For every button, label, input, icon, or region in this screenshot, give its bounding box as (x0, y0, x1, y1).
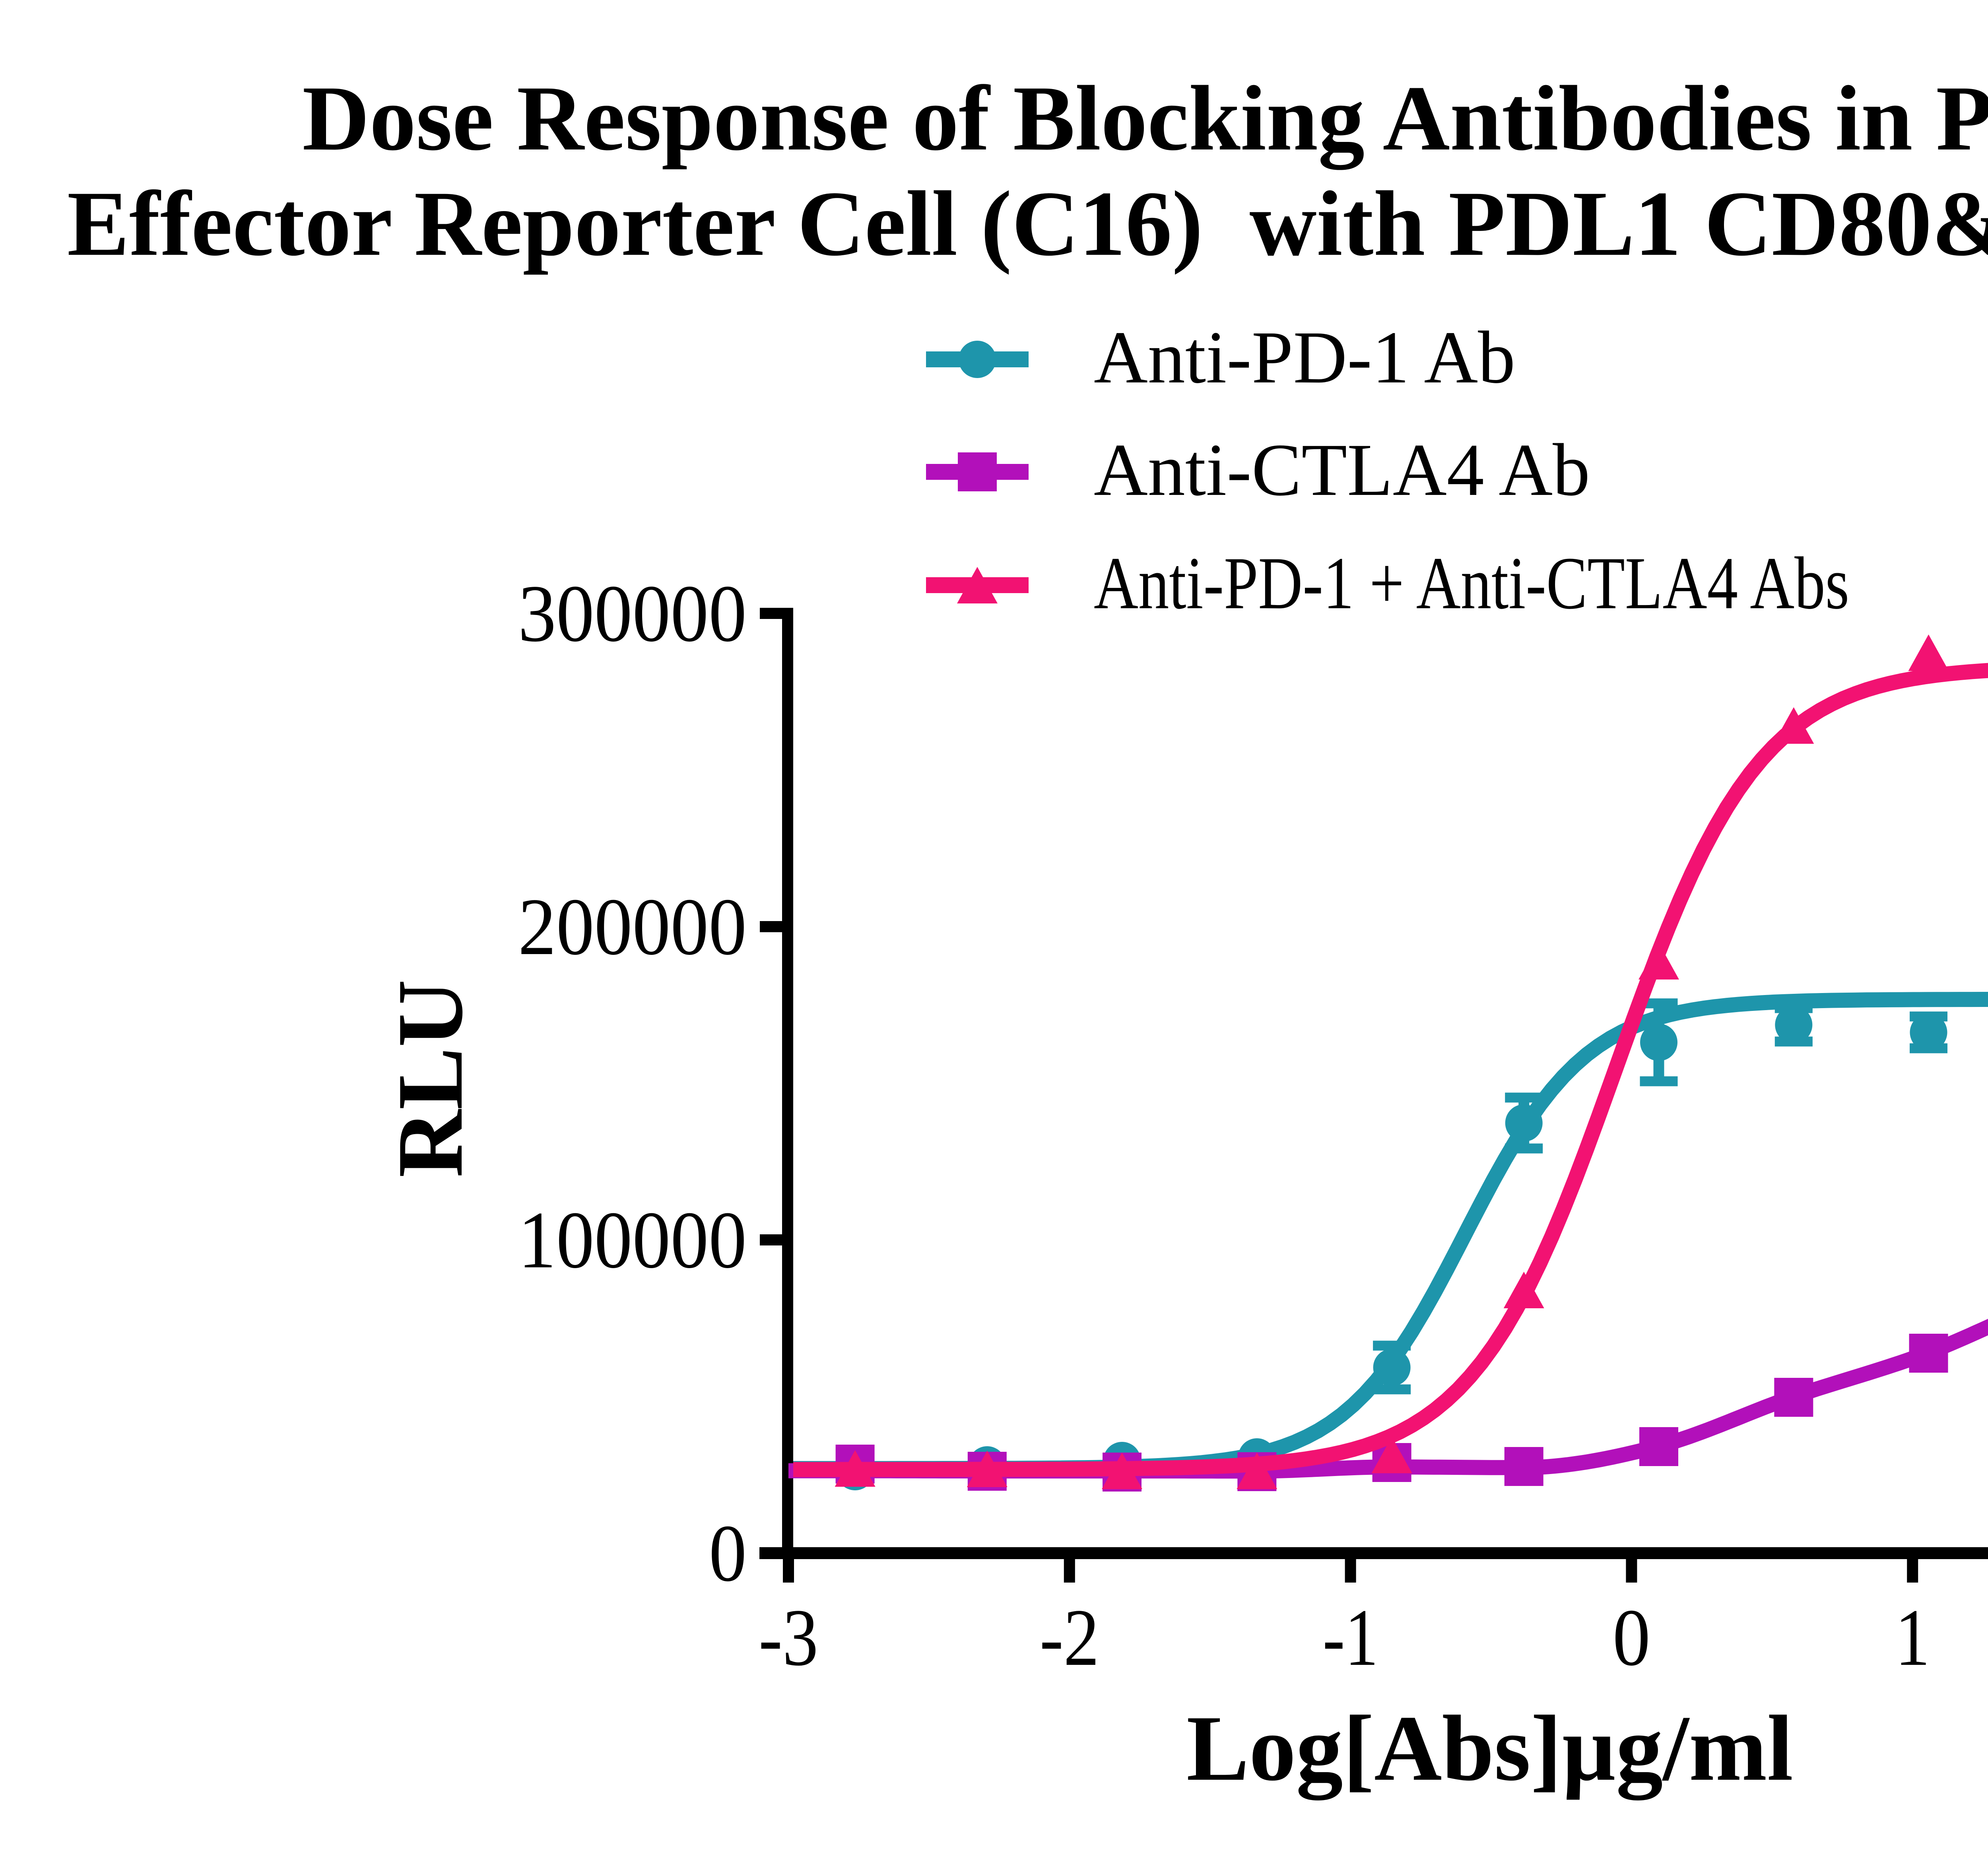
svg-text:Dose Response of Blocking Anti: Dose Response of Blocking Antibodies in … (302, 66, 1988, 170)
svg-text:-3: -3 (759, 1593, 818, 1683)
svg-text:0: 0 (1613, 1593, 1650, 1683)
svg-text:Anti-PD-1 Ab: Anti-PD-1 Ab (1094, 316, 1515, 399)
svg-text:-2: -2 (1040, 1593, 1099, 1683)
svg-text:-1: -1 (1323, 1593, 1378, 1683)
svg-text:Anti-PD-1 + Anti-CTLA4 Abs: Anti-PD-1 + Anti-CTLA4 Abs (1094, 541, 1849, 625)
svg-text:0: 0 (709, 1508, 747, 1598)
svg-text:Log[Abs]µg/ml: Log[Abs]µg/ml (1186, 1697, 1793, 1800)
svg-text:300000: 300000 (518, 568, 747, 659)
svg-text:100000: 100000 (518, 1195, 747, 1285)
svg-text:RLU: RLU (379, 980, 482, 1177)
svg-text:Anti-CTLA4 Ab: Anti-CTLA4 Ab (1094, 428, 1590, 511)
svg-text:200000: 200000 (518, 882, 747, 972)
svg-text:1: 1 (1895, 1593, 1930, 1683)
svg-text:Effector Reporter Cell (C16): Effector Reporter Cell (C16) with PDL1 C… (67, 172, 1988, 275)
